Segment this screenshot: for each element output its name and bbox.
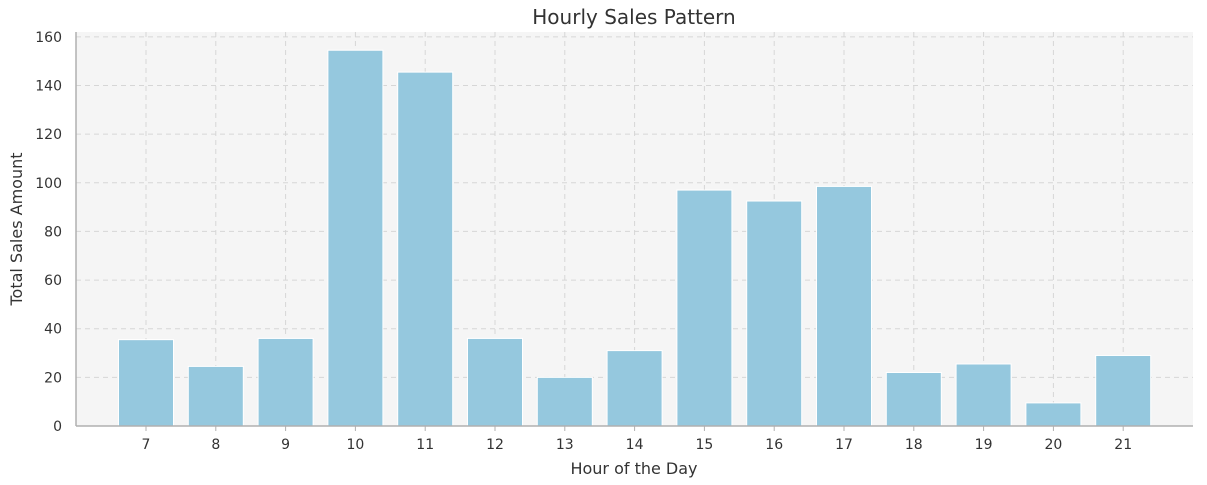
x-tick-label: 20	[1044, 437, 1062, 453]
bar-hour-16	[746, 200, 803, 427]
x-axis-title: Hour of the Day	[570, 459, 697, 478]
bar-hour-12	[467, 337, 523, 427]
x-tick-label: 10	[346, 437, 364, 453]
bars	[118, 49, 1152, 427]
y-tick-labels: 0 20 40 60 80 100 120 140 160	[35, 30, 62, 435]
x-tick-label: 9	[281, 437, 290, 453]
y-tick-label: 20	[44, 370, 62, 386]
x-tick-label: 17	[835, 437, 853, 453]
bar-hour-18	[885, 371, 942, 427]
y-tick-label: 80	[44, 224, 62, 240]
bar-hour-10	[327, 49, 384, 427]
bar-hour-13	[536, 376, 593, 427]
y-tick-label: 40	[44, 322, 62, 338]
x-tick-label: 11	[416, 437, 434, 453]
y-tick-label: 0	[53, 419, 62, 435]
y-tick-label: 160	[35, 30, 62, 46]
bar-hour-15	[676, 189, 733, 427]
chart-title: Hourly Sales Pattern	[532, 5, 735, 29]
y-tick-label: 60	[44, 273, 62, 289]
x-tick-label: 18	[905, 437, 923, 453]
y-axis-title: Total Sales Amount	[7, 153, 26, 307]
bar-hour-8	[187, 365, 244, 427]
x-tick-label: 21	[1114, 437, 1132, 453]
x-tick-label: 16	[765, 437, 783, 453]
x-tick-label: 7	[142, 437, 151, 453]
bar-hour-7	[118, 339, 174, 427]
x-tick-label: 8	[211, 437, 220, 453]
bar-hour-20	[1025, 402, 1082, 427]
bar-hour-19	[955, 363, 1012, 427]
y-tick-label: 100	[35, 176, 62, 192]
x-tick-label: 13	[556, 437, 574, 453]
x-tick-labels: 7 8 9 10 11 12 13 14 15 16 17 18 19 20 21	[142, 426, 1132, 453]
y-tick-label: 140	[35, 79, 62, 95]
x-tick-label: 15	[695, 437, 713, 453]
x-tick-label: 12	[486, 437, 504, 453]
bar-hour-11	[397, 71, 454, 427]
x-tick-label: 19	[975, 437, 993, 453]
bar-hour-9	[257, 337, 314, 427]
y-tick-label: 120	[35, 127, 62, 143]
x-tick-label: 14	[626, 437, 644, 453]
bar-hour-21	[1095, 354, 1152, 427]
bar-hour-14	[606, 350, 663, 427]
bar-hour-17	[816, 185, 872, 427]
